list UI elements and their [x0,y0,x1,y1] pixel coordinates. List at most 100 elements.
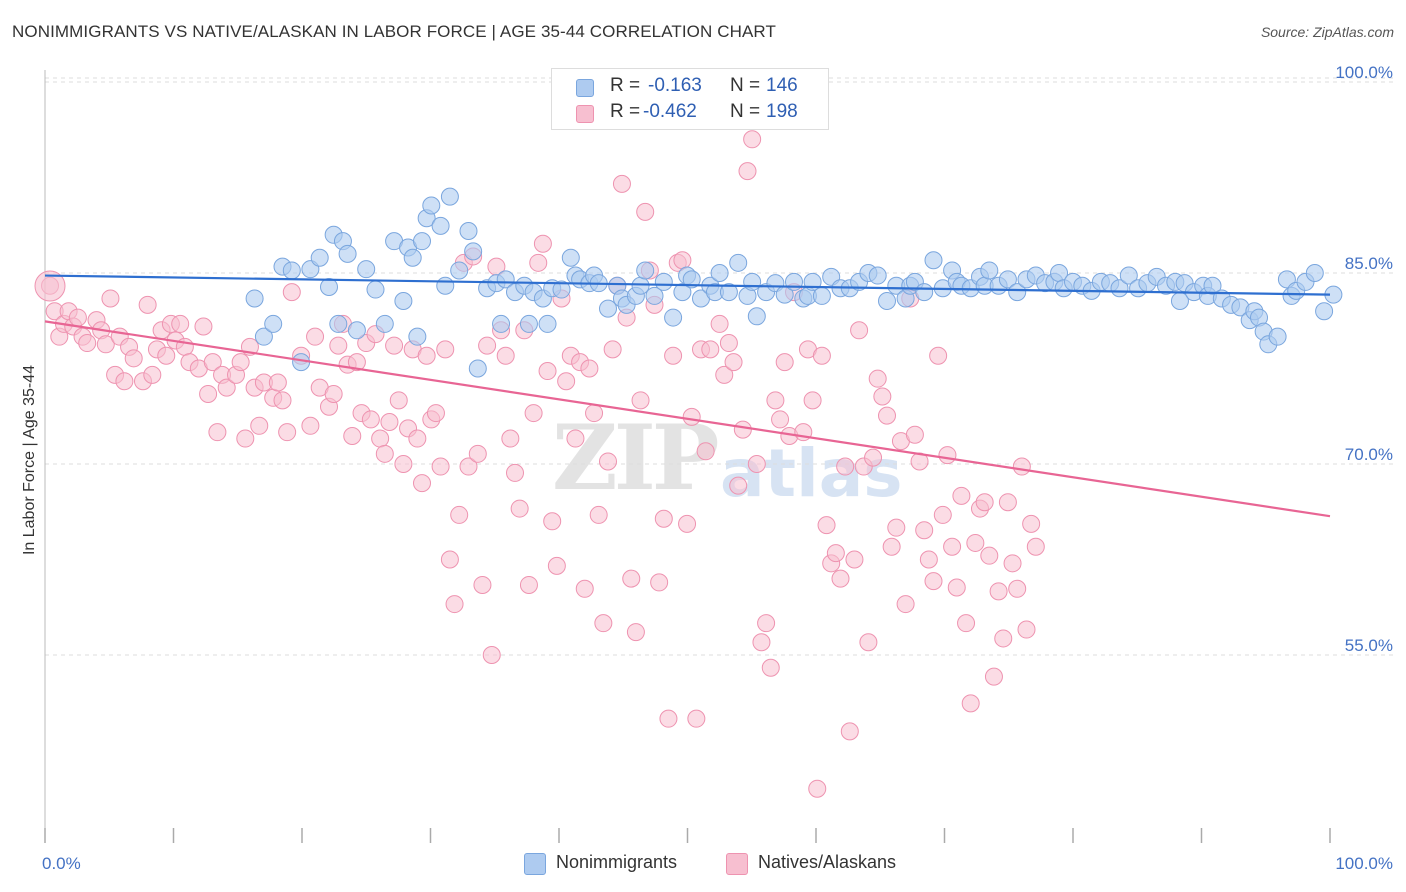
data-point-nonimmigrants [664,308,683,327]
data-point-nonimmigrants [719,283,738,302]
data-point-natives-alaskans [1022,514,1041,533]
data-point-natives-alaskans [301,416,320,435]
data-point-nonimmigrants [631,276,650,295]
data-point-natives-alaskans [924,572,943,591]
data-point-nonimmigrants [440,187,459,206]
data-point-nonimmigrants [743,272,762,291]
data-point-natives-alaskans [236,429,255,448]
data-point-natives-alaskans [450,505,469,524]
data-point-natives-alaskans [496,346,515,365]
axes [44,70,1331,843]
data-point-nonimmigrants [729,253,748,272]
data-point-nonimmigrants [338,244,357,263]
data-point-natives-alaskans [775,353,794,372]
data-point-nonimmigrants [394,292,413,311]
data-point-nonimmigrants [519,314,538,333]
data-point-nonimmigrants [1268,327,1287,346]
data-point-natives-alaskans [757,614,776,633]
data-point-natives-alaskans [543,512,562,531]
data-point-natives-alaskans [696,442,715,461]
data-point-natives-alaskans [915,521,934,540]
data-point-natives-alaskans [157,346,176,365]
data-point-natives-alaskans [361,410,380,429]
data-point-nonimmigrants [264,314,283,333]
data-point-natives-alaskans [1003,554,1022,573]
legend-n-value: 146 [766,75,798,96]
data-point-natives-alaskans [919,550,938,569]
legend-r-value: -0.462 [643,101,697,122]
data-point-nonimmigrants [636,261,655,280]
data-point-nonimmigrants [1119,266,1138,285]
y-tick-label: 70.0% [1345,445,1393,464]
y-tick-label: 55.0% [1345,636,1393,655]
data-point-natives-alaskans [905,425,924,444]
correlation-legend: R = -0.163 N = 146 R = -0.462 N = 198 [551,68,829,130]
legend-n-label: N = [730,75,761,96]
data-point-natives-alaskans [306,327,325,346]
data-point-natives-alaskans [547,556,566,575]
data-point-natives-alaskans [966,533,985,552]
data-point-natives-alaskans [831,569,850,588]
data-point-natives-alaskans [124,349,143,368]
data-point-natives-alaskans [324,384,343,403]
data-point-nonimmigrants [654,272,673,291]
data-point-natives-alaskans [557,372,576,391]
legend-n-label: N = [730,101,761,122]
data-point-natives-alaskans [654,509,673,528]
legend-r-value: -0.163 [648,75,702,96]
data-point-natives-alaskans [896,595,915,614]
trend-lines [44,274,1331,518]
data-point-natives-alaskans [101,289,120,308]
data-point-natives-alaskans [719,334,738,353]
data-point-nonimmigrants [673,283,692,302]
data-point-nonimmigrants [747,307,766,326]
data-point-natives-alaskans [887,518,906,537]
data-point-natives-alaskans [171,314,190,333]
data-point-natives-alaskans [631,391,650,410]
data-point-natives-alaskans [389,391,408,410]
data-point-natives-alaskans [933,505,952,524]
data-point-natives-alaskans [380,412,399,431]
data-point-natives-alaskans [203,353,222,372]
data-point-nonimmigrants [682,270,701,289]
data-point-natives-alaskans [231,353,250,372]
legend-label: Nonimmigrants [556,852,678,872]
data-point-natives-alaskans [278,423,297,442]
data-point-natives-alaskans [878,406,896,425]
data-point-nonimmigrants [980,261,999,280]
data-point-natives-alaskans [715,365,734,384]
data-point-natives-alaskans [812,346,831,365]
data-point-nonimmigrants [282,261,301,280]
data-point-natives-alaskans [747,455,766,473]
data-point-natives-alaskans [622,569,641,588]
data-point-natives-alaskans [115,372,134,391]
data-point-natives-alaskans [506,463,524,482]
data-point-natives-alaskans [217,378,236,397]
data-point-natives-alaskans [864,448,883,467]
data-point-natives-alaskans [268,373,287,392]
legend-swatch-blue [524,853,546,875]
data-point-nonimmigrants [710,264,729,282]
data-point-nonimmigrants [1315,302,1334,321]
data-point-natives-alaskans [882,537,901,556]
data-point-nonimmigrants [645,286,664,305]
data-point-natives-alaskans [440,550,459,569]
data-point-natives-alaskans [947,578,966,597]
data-point-nonimmigrants [310,248,329,267]
data-point-natives-alaskans [868,369,887,388]
x-tick-label: 100.0% [1335,854,1393,873]
data-point-natives-alaskans [761,658,780,677]
data-point-natives-alaskans [413,474,431,493]
data-point-natives-alaskans [836,457,855,476]
data-point-natives-alaskans [961,694,980,713]
data-point-natives-alaskans [994,629,1013,648]
data-point-natives-alaskans [943,537,962,556]
data-point-nonimmigrants [459,221,478,240]
data-point-natives-alaskans [599,452,617,471]
data-point-natives-alaskans [845,550,864,569]
data-point-nonimmigrants [561,248,580,267]
data-point-natives-alaskans [375,444,394,463]
data-point-nonimmigrants [924,251,943,270]
data-point-nonimmigrants [366,280,385,299]
